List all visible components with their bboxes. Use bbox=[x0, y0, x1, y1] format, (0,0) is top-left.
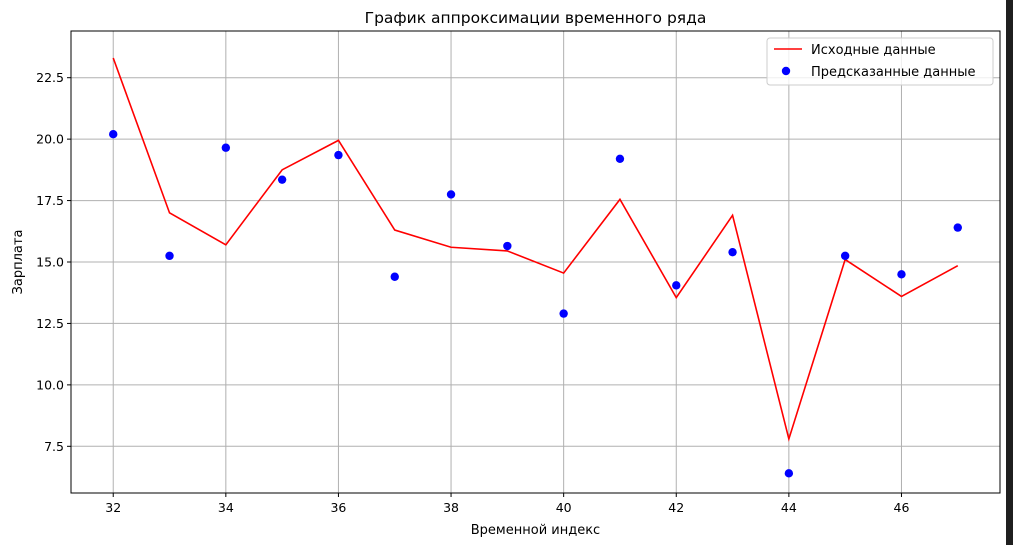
axis-ticks: 32 34 36 38 40 42 44 46 7.5 10.0 12.5 15.0 17.5 20.0 2… bbox=[36, 70, 909, 515]
predicted-point bbox=[728, 247, 737, 257]
x-tick-label: 34 bbox=[218, 500, 234, 515]
predicted-point bbox=[784, 469, 794, 478]
y-tick-label: 22.5 bbox=[36, 70, 64, 85]
y-axis-label: Зарплата bbox=[11, 230, 26, 295]
predicted-point bbox=[165, 251, 174, 261]
predicted-point bbox=[840, 251, 850, 261]
window-edge bbox=[1006, 0, 1013, 545]
predicted-point bbox=[390, 272, 399, 281]
predicted-point bbox=[953, 223, 962, 232]
x-tick-label: 32 bbox=[105, 500, 121, 515]
predicted-point bbox=[221, 143, 231, 152]
legend-dot-swatch bbox=[781, 66, 791, 76]
predicted-point bbox=[672, 281, 681, 290]
series bbox=[109, 57, 962, 478]
legend-entry-predicted: Предсказанные данные bbox=[811, 65, 975, 80]
predicted-point bbox=[109, 130, 118, 139]
legend-box bbox=[766, 37, 994, 86]
x-tick-label: 42 bbox=[668, 500, 684, 515]
x-tick-label: 44 bbox=[781, 500, 797, 515]
predicted-point bbox=[615, 154, 625, 163]
predicted-point bbox=[897, 270, 906, 279]
predicted-point bbox=[503, 241, 512, 251]
legend: Исходные данные Предсказанные данные bbox=[766, 37, 994, 86]
y-tick-label: 12.5 bbox=[36, 316, 64, 331]
y-tick-label: 20.0 bbox=[36, 132, 64, 147]
chart-title: График аппроксимации временного ряда bbox=[365, 9, 707, 27]
predicted-point bbox=[277, 175, 287, 184]
y-tick-label: 10.0 bbox=[36, 377, 64, 392]
y-tick-label: 7.5 bbox=[44, 439, 64, 454]
x-tick-label: 46 bbox=[894, 500, 910, 515]
y-tick-label: 17.5 bbox=[36, 193, 64, 208]
series-line-original bbox=[112, 57, 959, 442]
x-tick-label: 36 bbox=[330, 500, 346, 515]
x-axis-label: Временной индекс bbox=[471, 523, 600, 538]
grid bbox=[71, 31, 1000, 493]
y-tick-label: 15.0 bbox=[36, 255, 64, 270]
legend-entry-original: Исходные данные bbox=[811, 43, 936, 58]
x-tick-label: 38 bbox=[443, 500, 459, 515]
predicted-point bbox=[334, 150, 343, 160]
predicted-point bbox=[446, 190, 456, 199]
predicted-point bbox=[559, 309, 568, 318]
x-tick-label: 40 bbox=[556, 500, 572, 515]
